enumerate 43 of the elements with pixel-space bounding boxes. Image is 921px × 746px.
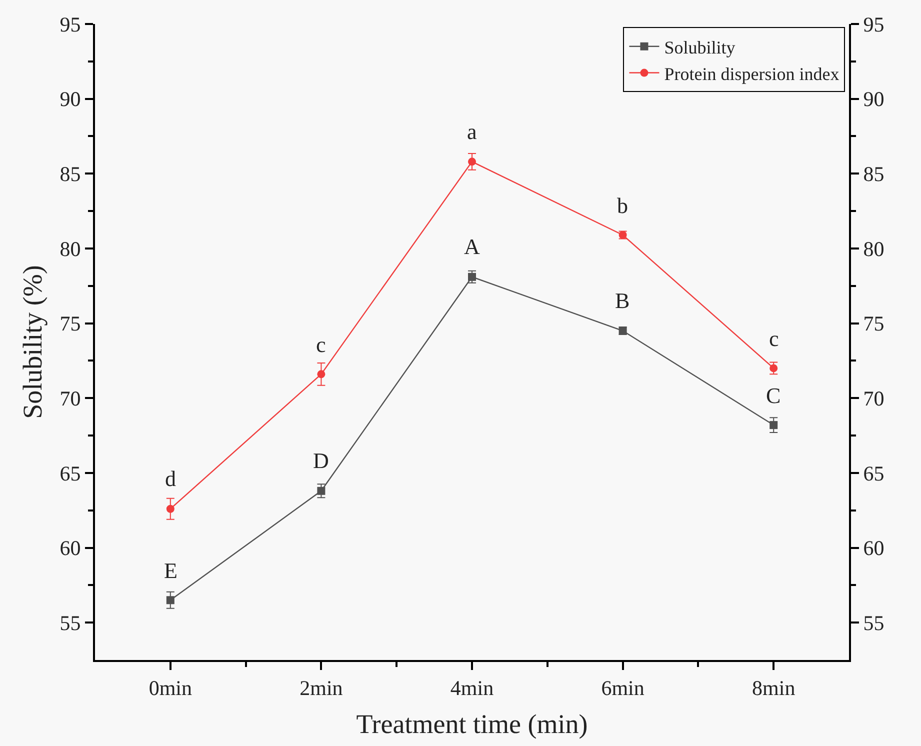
point — [468, 158, 476, 166]
y2-tick-label: 80 — [863, 236, 884, 261]
x-tick-label: 4min — [450, 676, 494, 700]
annotation: E — [164, 558, 178, 583]
y-tick-label: 55 — [60, 610, 81, 635]
y2-tick-label: 95 — [863, 12, 884, 36]
annotation: A — [464, 234, 480, 259]
y2-tick-label: 70 — [863, 386, 884, 410]
y2-tick-label: 60 — [863, 536, 884, 560]
point — [770, 421, 778, 430]
y-axis-title: Solubility (%) — [17, 265, 48, 419]
point — [317, 370, 326, 378]
x-tick-label: 8min — [752, 676, 796, 700]
x-tick-label: 2min — [300, 676, 344, 700]
point — [166, 596, 174, 604]
annotation: b — [617, 193, 628, 218]
annotation: C — [766, 383, 781, 408]
y-tick-label: 95 — [60, 12, 81, 36]
y2-tick-label: 90 — [863, 87, 884, 112]
y-tick-label: 90 — [60, 87, 81, 112]
y2-tick-label: 75 — [863, 312, 884, 336]
annotation: c — [316, 332, 326, 357]
y-tick-label: 75 — [60, 312, 81, 336]
y-tick-label: 60 — [60, 536, 81, 560]
y-tick-label: 70 — [60, 386, 81, 410]
annotation: B — [615, 288, 630, 313]
y2-tick-label: 65 — [863, 461, 884, 486]
y2-tick-label: 55 — [863, 610, 884, 635]
x-tick-label: 0min — [148, 676, 192, 700]
y-tick-label: 65 — [60, 461, 81, 486]
annotation: c — [769, 326, 779, 351]
annotation: a — [467, 119, 477, 144]
legend-label: Solubility — [664, 37, 736, 58]
legend-label: Protein dispersion index — [664, 64, 840, 84]
y2-tick-label: 85 — [863, 162, 884, 186]
x-tick-label: 6min — [601, 676, 645, 700]
y-tick-label: 80 — [60, 236, 81, 261]
point — [317, 486, 326, 495]
y-tick-label: 85 — [60, 162, 81, 186]
annotation: D — [313, 448, 329, 473]
x-axis-title: Treatment time (min) — [356, 709, 588, 740]
point — [166, 504, 174, 513]
annotation: d — [165, 466, 176, 491]
